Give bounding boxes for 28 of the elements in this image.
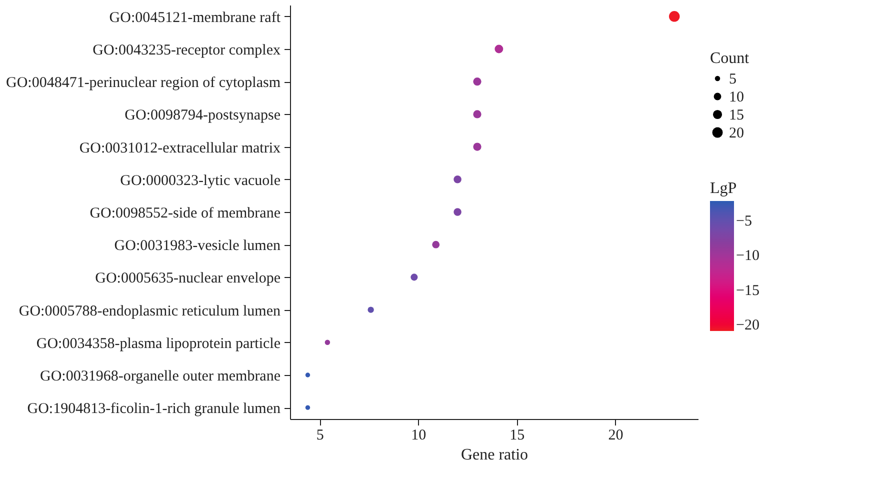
legend-label: 20 <box>729 126 744 142</box>
y-tick-label: GO:0043235-receptor complex <box>92 42 281 59</box>
y-tick-label: GO:0031968-organelle outer membrane <box>40 368 281 384</box>
y-tick-label: GO:0031983-vesicle lumen <box>114 238 281 254</box>
y-tick-label: GO:0005788-endoplasmic reticulum lumen <box>18 303 281 320</box>
y-tick-label: GO:0031012-extracellular matrix <box>79 140 281 156</box>
legend-label: 5 <box>729 72 736 88</box>
legend-label: 15 <box>729 108 744 124</box>
color-bar-label: −15 <box>736 282 760 299</box>
color-bar-title: LgP <box>710 180 737 197</box>
legend-title: Count <box>710 50 750 67</box>
y-tick-label: GO:1904813-ficolin-1-rich granule lumen <box>27 401 281 418</box>
color-bar-label: −10 <box>736 248 760 264</box>
x-axis-title: Gene ratio <box>460 446 528 464</box>
x-tick-label: 20 <box>608 428 624 444</box>
y-tick-label: GO:0048471-perinuclear region of cytoplasm <box>6 75 281 92</box>
y-tick-label: GO:0005635-nuclear envelope <box>95 270 281 287</box>
x-tick-label: 5 <box>316 428 324 444</box>
color-bar-label: −20 <box>736 318 760 334</box>
y-tick-label: GO:0098552-side of membrane <box>90 206 281 222</box>
x-tick-label: 15 <box>510 428 525 444</box>
y-tick-label: GO:0034358-plasma lipoprotein particle <box>36 336 281 352</box>
y-tick-label: GO:0045121-membrane raft <box>109 10 282 26</box>
x-tick-label: 10 <box>411 428 426 444</box>
color-bar-label: −5 <box>736 213 752 230</box>
legend-label: 10 <box>729 90 744 106</box>
y-tick-label: GO:0098794-postsynapse <box>124 108 281 124</box>
y-tick-label: GO:0000323-lytic vacuole <box>120 172 281 189</box>
